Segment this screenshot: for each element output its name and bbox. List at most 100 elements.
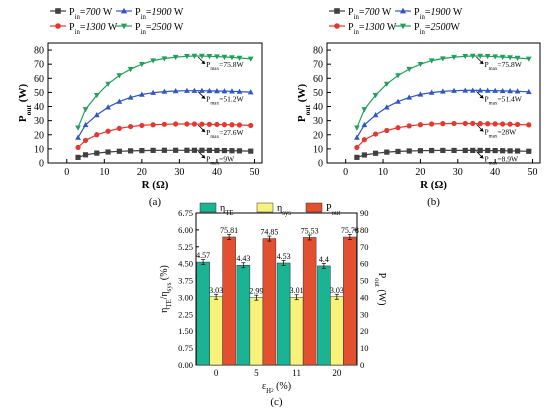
data-point [221, 88, 228, 94]
data-point [361, 137, 367, 143]
bar-eta_te [196, 261, 210, 366]
data-point [161, 121, 167, 127]
annotation-arrowhead [479, 127, 484, 132]
data-point [477, 121, 483, 127]
data-point [428, 58, 435, 64]
annotation-label: Pmax=75.8W [484, 60, 522, 72]
data-point [439, 56, 446, 62]
data-point [116, 73, 123, 79]
legend-label: Pout [326, 203, 340, 217]
annotation-arrowhead [479, 94, 484, 99]
annotation-arrowhead [479, 60, 484, 64]
data-label: 75.81 [220, 226, 238, 235]
legend-label: Pin=1300 W [69, 22, 118, 36]
data-point [417, 61, 424, 68]
data-point [372, 131, 379, 137]
legend-swatch [199, 202, 217, 213]
y-right-tick-label: 10 [360, 343, 369, 353]
data-point [214, 121, 220, 128]
data-point [206, 87, 213, 94]
data-point [139, 122, 145, 129]
data-point [372, 93, 379, 99]
x-tick-label: 10 [99, 167, 109, 178]
data-point [526, 122, 532, 128]
legend-marker [334, 8, 340, 14]
data-point [354, 144, 360, 151]
y-right-tick-label: 40 [360, 292, 369, 302]
data-point [75, 154, 81, 160]
bar-p_out [343, 236, 357, 366]
data-point [116, 148, 122, 154]
data-point [507, 55, 513, 61]
legend-label: Pin=700 W [69, 7, 113, 21]
y-tick-label: 50 [34, 88, 44, 99]
data-point [477, 53, 484, 59]
data-point [127, 148, 134, 154]
data-point [236, 122, 243, 128]
data-point [500, 121, 506, 127]
annotation-label: Pmax=75.8W [206, 60, 244, 72]
y-right-axis-label: Pout (W) [374, 273, 388, 306]
data-point [247, 56, 254, 62]
y-left-tick-label: 5.25 [178, 242, 193, 252]
annotation-label: Pmax=51.2W [206, 95, 244, 107]
legend-swatch [256, 202, 274, 213]
x-tick-label: 10 [378, 167, 388, 178]
x-tick-label: 30 [453, 167, 463, 178]
data-label: 3.03 [330, 286, 344, 295]
data-point [451, 87, 457, 93]
data-point [105, 149, 111, 155]
y-left-tick-label: 1.50 [178, 326, 193, 336]
data-point [499, 87, 506, 94]
y-tick-label: 80 [313, 46, 323, 57]
legend-item: Pin=1300 W [329, 22, 397, 36]
data-point [127, 123, 134, 130]
annotation-arrowhead [201, 95, 206, 99]
data-point [477, 87, 484, 93]
x-tick-label: 40 [490, 167, 500, 178]
data-point [406, 148, 412, 154]
data-point [525, 88, 532, 95]
data-point [127, 94, 134, 100]
data-point [484, 54, 491, 60]
y-right-tick-label: 0 [360, 360, 364, 370]
x-tick-label: 50 [249, 167, 259, 178]
data-point [93, 93, 100, 99]
legend-marker [334, 23, 340, 29]
legend-item: Pin=1300 W [50, 22, 118, 36]
data-point [429, 147, 435, 154]
legend-marker [120, 7, 128, 14]
data-point [514, 148, 521, 154]
data-point [406, 123, 412, 129]
annotation-label: Pmax=8.9W [484, 154, 519, 166]
y-tick-label: 80 [34, 46, 44, 57]
bar-eta_sys [289, 296, 304, 366]
panel-caption: (b) [427, 196, 440, 208]
data-point [417, 122, 424, 128]
y-tick-label: 40 [313, 102, 323, 113]
plot-frame [195, 212, 358, 366]
y-tick-label: 70 [34, 60, 44, 71]
data-point [93, 112, 100, 118]
data-point [116, 98, 123, 104]
data-point [236, 55, 243, 61]
data-point [406, 66, 413, 73]
data-point [248, 148, 254, 154]
annotation-label: Pmax=28W [484, 127, 517, 139]
data-point [507, 148, 513, 154]
data-point [429, 121, 435, 127]
data-point [82, 121, 89, 128]
x-axis-label: R (Ω) [420, 179, 447, 191]
data-point [354, 154, 360, 160]
legend-marker [55, 8, 61, 14]
data-point [417, 91, 424, 97]
x-axis-label: εH2 (%) [262, 381, 291, 395]
x-tick-label: 50 [528, 167, 538, 178]
data-point [484, 87, 491, 93]
data-point [500, 148, 506, 154]
legend-item: Pin=700 W [329, 7, 392, 21]
y-right-tick-label: 90 [360, 208, 369, 218]
data-point [221, 122, 228, 128]
y-left-tick-label: 3.75 [178, 276, 193, 286]
data-point [499, 54, 506, 60]
